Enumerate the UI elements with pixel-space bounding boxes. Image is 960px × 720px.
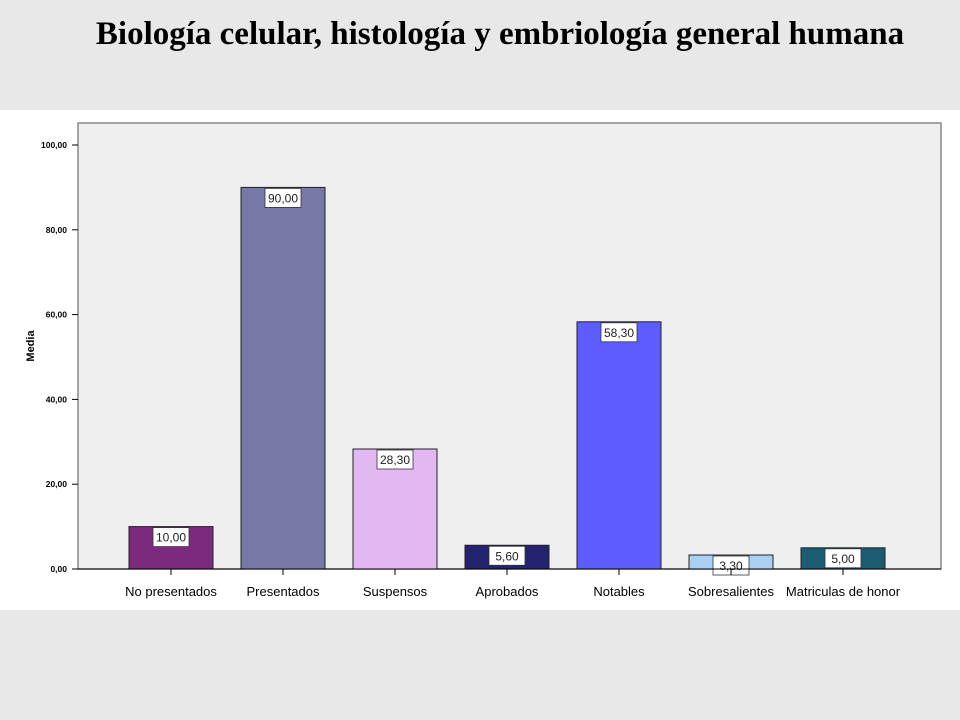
x-tick-label: No presentados [125,584,217,599]
y-tick-label: 40,00 [46,394,68,404]
x-tick-label: Suspensos [363,584,428,599]
x-tick-label: Notables [593,584,645,599]
data-label-box [264,188,302,208]
data-label-box [824,548,862,569]
data-label: 5,60 [495,549,519,563]
data-label-box [376,449,414,470]
bar [576,321,662,570]
x-axis: No presentados Presentados Suspensos Aproba… [78,568,941,599]
y-tick-label: 20,00 [46,479,68,489]
data-label-box [152,527,190,548]
y-tick-label: 80,00 [46,225,68,235]
x-tick-label: Aprobados [476,584,539,599]
data-label-box [600,322,638,343]
x-tick-label: Sobresalientes [688,584,774,599]
data-label: 28,30 [380,453,410,467]
title-band: Biología celular, histología y embriolog… [0,0,960,110]
page-title: Biología celular, histología y embriolog… [95,16,905,52]
bars: 10,00 90,00 28,30 5,60 58,30 3,30 5,00 [128,186,886,576]
bar [240,186,326,570]
y-tick-label: 60,00 [46,310,68,320]
bar-chart: Media 0,00 20,00 40,00 60,00 80,00 100,00 10,… [25,122,942,599]
data-label: 58,30 [604,326,634,340]
y-axis-label: Media [25,330,37,362]
y-axis: 0,00 20,00 40,00 60,00 80,00 100,00 [41,140,78,574]
data-label-box [712,555,750,576]
data-label: 90,00 [268,191,298,205]
x-tick-label: Presentados [247,584,320,599]
chart-area: Media 0,00 20,00 40,00 60,00 80,00 100,00 10,… [0,110,960,610]
plot-frame [77,122,942,570]
bottom-band [0,610,960,720]
data-label: 10,00 [156,531,186,545]
data-label: 3,30 [719,559,743,573]
y-tick-label: 100,00 [41,140,67,150]
x-tick-label: Matriculas de honor [786,584,901,599]
y-tick-label: 0,00 [50,564,67,574]
data-label-box [488,545,526,566]
data-label: 5,00 [831,552,855,566]
